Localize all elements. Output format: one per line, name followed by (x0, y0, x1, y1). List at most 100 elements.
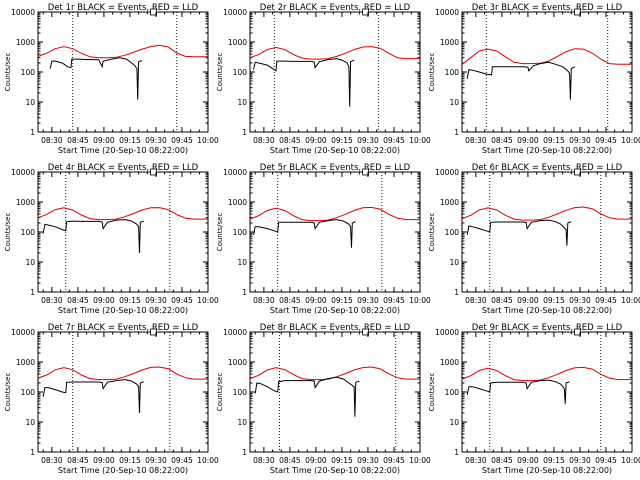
plot-frame (461, 331, 633, 453)
events-series-line (253, 219, 356, 248)
x-tick-label: 08:45 (279, 136, 301, 145)
chart-panel: Det 6r BLACK = Events, RED = LLD 1 10 100 10… (428, 163, 640, 315)
time-marker-square (362, 8, 370, 16)
lld-series-line (249, 206, 420, 222)
y-tick-label: 10000 (11, 8, 35, 17)
y-tick-label: 1 (242, 448, 247, 457)
y-tick-label: 10 (237, 258, 247, 267)
x-tick-label: 09:45 (383, 136, 405, 145)
time-marker-square (574, 8, 581, 16)
x-tick-label: 09:15 (331, 456, 353, 465)
y-tick-label: 100 (445, 388, 460, 397)
x-tick-label: 08:30 (41, 296, 63, 305)
chart-panel: Det 3r BLACK = Events, RED = LLD 1 10 100 10… (428, 3, 640, 155)
x-tick-label: 08:45 (491, 136, 513, 145)
x-tick-label: 08:45 (279, 296, 301, 305)
x-tick-label: 09:45 (383, 296, 405, 305)
events-series-line (254, 376, 360, 417)
y-tick-label: 1 (454, 288, 459, 297)
x-tick-label: 08:45 (491, 456, 513, 465)
x-tick-label: 09:00 (517, 296, 539, 305)
x-tick-label: 09:30 (569, 456, 591, 465)
chart-panel: Det 8r BLACK = Events, RED = LLD 1 10 100 10… (216, 323, 431, 475)
y-tick-label: 100 (233, 228, 248, 237)
y-tick-label: 100 (445, 228, 460, 237)
x-tick-label: 09:15 (543, 136, 565, 145)
chart-title: Det 8r BLACK = Events, RED = LLD (260, 323, 411, 333)
plot-frame (249, 171, 421, 293)
y-axis-label: Counts/sec (428, 213, 436, 252)
events-series-line (42, 379, 144, 414)
x-tick-label: 09:45 (171, 136, 193, 145)
time-marker-square (574, 168, 581, 176)
lld-series-line (461, 48, 632, 65)
x-tick-label: 09:15 (119, 136, 141, 145)
y-tick-label: 10000 (435, 168, 459, 177)
y-tick-label: 10000 (435, 328, 459, 337)
x-axis-label: Start Time (20-Sep-10 08:22:00) (58, 466, 188, 475)
y-tick-label: 1000 (16, 358, 35, 367)
y-axis-label: Counts/sec (216, 213, 224, 252)
x-tick-label: 09:00 (517, 456, 539, 465)
plot-frame (249, 11, 421, 133)
x-tick-label: 09:15 (119, 296, 141, 305)
chart-title: Det 2r BLACK = Events, RED = LLD (260, 3, 411, 13)
y-tick-label: 1000 (16, 198, 35, 207)
x-axis-label: Start Time (20-Sep-10 08:22:00) (270, 146, 400, 155)
y-tick-label: 1000 (16, 38, 35, 47)
x-tick-label: 10:00 (621, 136, 640, 145)
x-tick-label: 08:30 (253, 136, 275, 145)
chart-title: Det 1r BLACK = Events, RED = LLD (48, 3, 199, 13)
x-axis-label: Start Time (20-Sep-10 08:22:00) (482, 306, 612, 315)
x-tick-label: 09:15 (331, 296, 353, 305)
y-tick-label: 100 (21, 228, 36, 237)
time-marker-square (150, 168, 158, 176)
x-tick-label: 10:00 (409, 456, 431, 465)
x-tick-label: 09:45 (595, 456, 617, 465)
chart-title: Det 5r BLACK = Events, RED = LLD (260, 163, 411, 173)
y-axis-label: Counts/sec (216, 53, 224, 92)
chart-title: Det 7r BLACK = Events, RED = LLD (48, 323, 199, 333)
x-tick-label: 09:00 (305, 136, 327, 145)
x-tick-label: 10:00 (621, 456, 640, 465)
x-tick-label: 09:15 (119, 456, 141, 465)
y-tick-label: 1000 (440, 198, 459, 207)
x-tick-label: 09:30 (145, 136, 167, 145)
x-tick-label: 08:45 (67, 456, 89, 465)
x-tick-label: 09:00 (93, 296, 115, 305)
chart-title: Det 3r BLACK = Events, RED = LLD (472, 3, 623, 13)
x-tick-label: 08:30 (41, 136, 63, 145)
y-tick-label: 100 (233, 68, 248, 77)
x-tick-label: 08:30 (253, 296, 275, 305)
y-axis-label: Counts/sec (4, 213, 12, 252)
lld-series-line (37, 207, 208, 221)
y-tick-label: 10000 (223, 328, 247, 337)
y-tick-label: 1000 (228, 358, 247, 367)
y-tick-label: 10000 (223, 8, 247, 17)
x-tick-label: 08:30 (41, 456, 63, 465)
x-tick-label: 09:30 (357, 296, 379, 305)
x-tick-label: 09:45 (171, 456, 193, 465)
events-series-line (253, 58, 355, 107)
x-tick-label: 09:15 (331, 136, 353, 145)
time-marker-square (362, 328, 370, 336)
y-tick-label: 100 (21, 388, 36, 397)
plot-frame (461, 11, 633, 133)
x-tick-label: 08:45 (67, 296, 89, 305)
x-tick-label: 08:30 (253, 456, 275, 465)
x-tick-label: 09:30 (569, 136, 591, 145)
y-tick-label: 1 (30, 288, 35, 297)
chart-title: Det 6r BLACK = Events, RED = LLD (472, 163, 623, 173)
x-tick-label: 09:15 (543, 456, 565, 465)
x-axis-label: Start Time (20-Sep-10 08:22:00) (270, 306, 400, 315)
x-tick-label: 09:15 (543, 296, 565, 305)
x-axis-label: Start Time (20-Sep-10 08:22:00) (270, 466, 400, 475)
plot-frame (37, 11, 209, 133)
x-tick-label: 09:30 (569, 296, 591, 305)
chart-panel: Det 7r BLACK = Events, RED = LLD 1 10 100 10… (4, 323, 219, 475)
y-tick-label: 1000 (228, 198, 247, 207)
lld-series-line (37, 44, 208, 59)
y-tick-label: 100 (233, 388, 248, 397)
y-tick-label: 10000 (223, 168, 247, 177)
x-tick-label: 10:00 (197, 456, 219, 465)
